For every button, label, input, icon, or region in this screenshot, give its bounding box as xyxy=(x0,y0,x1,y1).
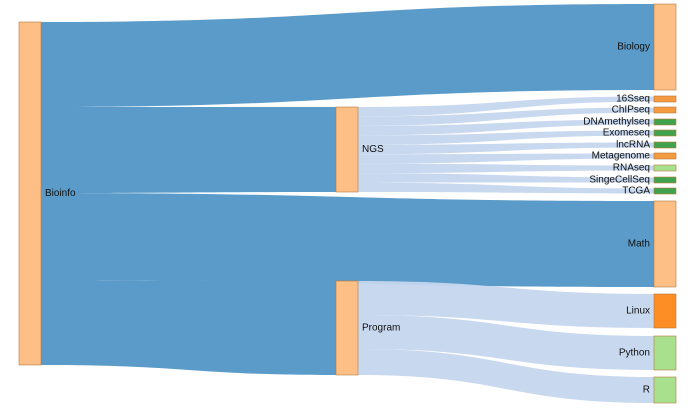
link-ngs-dnamethylseq[interactable] xyxy=(358,119,654,136)
node-metagenome[interactable] xyxy=(653,152,677,160)
link-ngs-singecellseq[interactable] xyxy=(358,173,654,183)
link-bioinfo-biology[interactable] xyxy=(41,4,654,107)
link-program-linux[interactable] xyxy=(358,281,654,328)
node-bioinfo[interactable] xyxy=(18,21,42,366)
links-group xyxy=(41,4,654,403)
node-label-bioinfo: Bioinfo xyxy=(45,188,76,199)
node-label-math: Math xyxy=(628,239,650,250)
node-rnaseq[interactable] xyxy=(653,164,677,172)
link-ngs-lncrna[interactable] xyxy=(358,142,654,155)
node-label-chipseq: ChIPseq xyxy=(612,105,650,116)
node-chipseq[interactable] xyxy=(653,106,677,114)
node-label-exomeseq: Exomeseq xyxy=(603,128,650,139)
link-program-python[interactable] xyxy=(358,315,654,370)
node-math[interactable] xyxy=(653,200,677,288)
link-ngs-chipseq[interactable] xyxy=(358,107,654,126)
node-label-linux: Linux xyxy=(626,306,650,317)
node-dnamethylseq[interactable] xyxy=(653,118,677,126)
node-label-tcga: TCGA xyxy=(622,186,650,197)
link-ngs-rnaseq[interactable] xyxy=(358,163,654,174)
node-tcga[interactable] xyxy=(653,187,677,195)
node-python[interactable] xyxy=(653,335,677,371)
link-bioinfo-math[interactable] xyxy=(41,193,654,287)
link-bioinfo-program[interactable] xyxy=(41,280,336,375)
link-ngs-exomeseq[interactable] xyxy=(358,130,654,145)
link-ngs-tcga[interactable] xyxy=(358,182,654,194)
link-program-r[interactable] xyxy=(358,349,654,403)
node-label-program: Program xyxy=(362,323,400,334)
node-16sseq[interactable] xyxy=(653,95,677,103)
node-program[interactable] xyxy=(335,280,359,376)
node-label-rnaseq: RNAseq xyxy=(613,163,650,174)
link-bioinfo-ngs[interactable] xyxy=(41,107,336,193)
node-biology[interactable] xyxy=(653,3,677,91)
node-lncrna[interactable] xyxy=(653,141,677,149)
node-label-16sseq: 16Sseq xyxy=(616,94,650,105)
node-singecellseq[interactable] xyxy=(653,176,677,184)
node-label-singecellseq: SingeCellSeq xyxy=(589,175,650,186)
node-label-r: R xyxy=(643,385,650,396)
node-label-lncrna: lncRNA xyxy=(616,140,650,151)
link-ngs-16sseq[interactable] xyxy=(358,96,654,117)
link-ngs-metagenome[interactable] xyxy=(358,153,654,164)
node-exomeseq[interactable] xyxy=(653,129,677,137)
node-linux[interactable] xyxy=(653,293,677,329)
nodes-group: Bioinfo NGS Program Biology 16SseqChIPseqDNA… xyxy=(18,3,677,404)
node-label-biology: Biology xyxy=(617,42,650,53)
node-label-ngs: NGS xyxy=(362,144,384,155)
node-label-python: Python xyxy=(619,348,650,359)
node-label-dnamethylseq: DNAmethylseq xyxy=(583,117,650,128)
node-ngs[interactable] xyxy=(335,106,359,193)
node-r[interactable] xyxy=(653,376,677,404)
node-label-metagenome: Metagenome xyxy=(592,151,651,162)
